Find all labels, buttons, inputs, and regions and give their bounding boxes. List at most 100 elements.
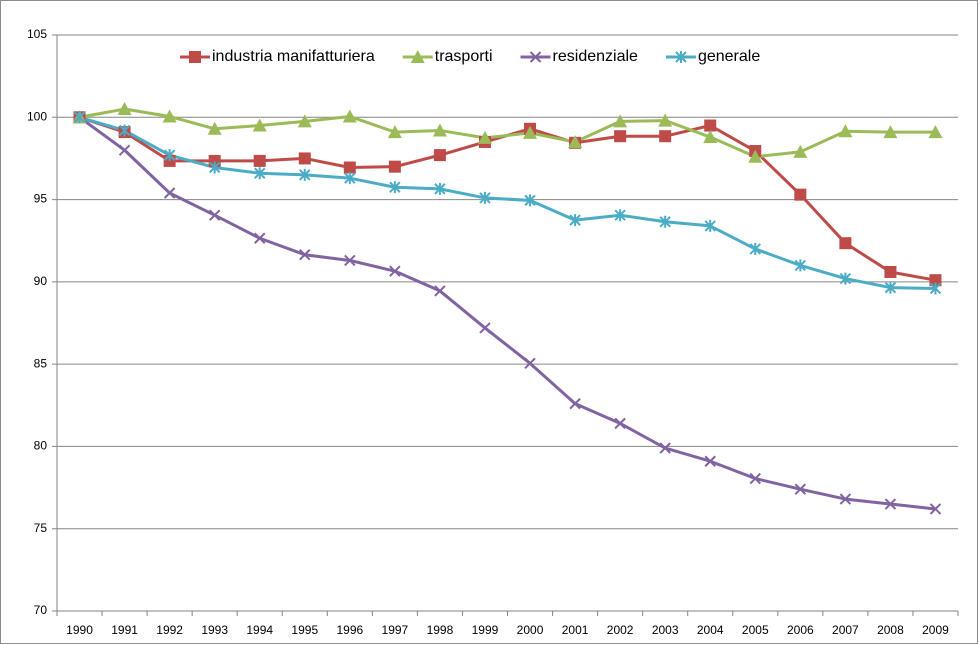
marker xyxy=(929,503,942,515)
x-tick-label: 2002 xyxy=(607,623,634,637)
y-tick-label: 75 xyxy=(34,521,48,535)
y-tick-label: 90 xyxy=(34,274,48,288)
marker xyxy=(839,237,852,250)
marker xyxy=(117,102,132,116)
marker xyxy=(162,109,177,123)
marker xyxy=(389,181,401,194)
marker xyxy=(659,130,672,143)
marker xyxy=(658,113,673,127)
legend-item: generale xyxy=(665,48,760,65)
marker xyxy=(433,149,446,162)
marker xyxy=(299,168,311,181)
x-tick-label: 2009 xyxy=(922,623,949,637)
legend-marker xyxy=(410,50,425,63)
marker xyxy=(343,161,356,174)
x-tick-label: 2001 xyxy=(562,623,589,637)
marker xyxy=(344,172,356,185)
y-tick-label: 80 xyxy=(34,439,48,453)
marker xyxy=(389,265,401,277)
marker xyxy=(749,472,761,485)
marker xyxy=(434,182,446,195)
x-tick-label: 1995 xyxy=(291,623,318,637)
legend-label: generale xyxy=(698,48,760,65)
marker xyxy=(614,209,626,222)
legend-marker xyxy=(529,51,542,63)
marker xyxy=(793,144,808,158)
marker xyxy=(613,114,628,128)
marker xyxy=(659,215,671,228)
marker xyxy=(208,161,221,174)
x-tick-label: 1990 xyxy=(66,623,93,637)
x-tick-label: 2006 xyxy=(787,623,814,637)
marker xyxy=(929,282,942,295)
x-tick-label: 1992 xyxy=(156,623,183,637)
marker xyxy=(704,119,717,132)
x-tick-label: 2005 xyxy=(742,623,769,637)
marker xyxy=(794,483,807,495)
marker xyxy=(838,124,853,138)
legend-item: residenziale xyxy=(520,48,638,65)
marker xyxy=(614,417,626,430)
x-tick-label: 1998 xyxy=(427,623,454,637)
marker xyxy=(254,167,266,180)
marker xyxy=(524,194,536,207)
marker xyxy=(479,191,491,204)
marker xyxy=(704,455,716,467)
marker xyxy=(208,209,221,221)
x-tick-label: 1996 xyxy=(336,623,363,637)
x-tick-label: 1991 xyxy=(111,623,138,637)
x-tick-label: 1999 xyxy=(472,623,499,637)
marker xyxy=(884,498,897,510)
series-line xyxy=(79,115,936,290)
x-tick-label: 2008 xyxy=(877,623,904,637)
marker xyxy=(928,125,943,139)
marker xyxy=(73,111,86,124)
legend-label: trasporti xyxy=(435,48,493,65)
marker xyxy=(929,274,942,287)
x-tick-label: 2007 xyxy=(832,623,859,637)
y-tick-label: 85 xyxy=(34,356,48,370)
x-tick-label: 1997 xyxy=(382,623,409,637)
marker xyxy=(794,259,807,272)
marker xyxy=(569,214,581,227)
marker xyxy=(569,397,581,410)
marker xyxy=(252,118,267,132)
marker xyxy=(703,130,718,144)
marker xyxy=(163,149,176,162)
marker xyxy=(297,114,312,128)
marker xyxy=(794,188,807,201)
marker xyxy=(659,442,671,454)
marker xyxy=(342,109,357,123)
marker xyxy=(299,248,311,261)
marker xyxy=(479,322,491,334)
marker xyxy=(884,265,897,278)
y-tick-label: 105 xyxy=(27,27,47,41)
marker xyxy=(298,152,311,165)
x-tick-label: 2004 xyxy=(697,623,724,637)
series-line xyxy=(79,107,936,159)
series-line xyxy=(78,116,936,511)
marker xyxy=(253,154,266,167)
legend-label: industria manifatturiera xyxy=(212,48,375,65)
marker xyxy=(839,493,852,505)
legend-marker xyxy=(189,51,201,63)
marker xyxy=(704,219,716,232)
legend-label: residenziale xyxy=(553,48,638,65)
marker xyxy=(883,125,898,139)
marker xyxy=(568,134,583,148)
x-tick-label: 2000 xyxy=(517,623,544,637)
x-tick-label: 1993 xyxy=(201,623,228,637)
x-tick-label: 1994 xyxy=(246,623,273,637)
marker xyxy=(524,357,536,370)
marker xyxy=(344,254,356,267)
legend-item: industria manifatturiera xyxy=(180,48,375,65)
marker xyxy=(118,144,131,156)
legend-item: trasporti xyxy=(402,48,493,65)
x-tick-label: 2003 xyxy=(652,623,679,637)
marker xyxy=(477,130,492,144)
marker xyxy=(163,187,176,199)
marker xyxy=(387,125,402,139)
marker xyxy=(884,281,897,294)
